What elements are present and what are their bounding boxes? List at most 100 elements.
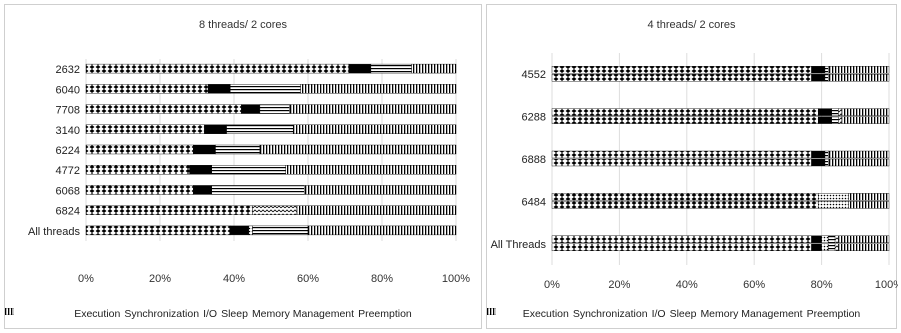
bar-segment-execution: [85, 124, 205, 134]
bar-segment-i-o: [248, 225, 253, 236]
legend-entry: Memory Management: [487, 308, 803, 320]
legend-label: Preemption: [806, 308, 861, 320]
bar-segment-execution: [551, 73, 812, 82]
bar-segment-synchronization: [193, 144, 216, 155]
y-tick-label: 6288: [522, 112, 546, 124]
bar-segment-preemption: [848, 193, 890, 201]
legend-entry: I/O: [487, 308, 666, 320]
bar-segment-execution: [85, 205, 253, 215]
chart-legend: Execution Synchronization I/O Sleep Memory M…: [5, 308, 481, 320]
y-tick-label: 2632: [56, 64, 80, 76]
bar-segment-preemption: [841, 116, 890, 124]
bar-segment-preemption: [848, 201, 890, 209]
bar-segment-preemption: [289, 104, 457, 114]
legend-label: Execution: [74, 308, 121, 320]
y-tick-label: 6040: [56, 84, 80, 96]
y-tick-label: 6888: [522, 154, 546, 166]
bar-segment-synchronization: [818, 108, 832, 116]
x-tick-label: 40%: [676, 279, 698, 291]
bar-segment-preemption: [841, 108, 890, 116]
legend-entry: Memory Management: [5, 308, 355, 320]
bar-segment-preemption: [293, 124, 457, 134]
chart-title: 8 threads/ 2 cores: [198, 19, 288, 31]
y-tick-label: 6484: [522, 196, 546, 208]
legend-entry: Sleep: [487, 308, 697, 320]
bar-segment-sleep: [211, 185, 305, 195]
bar-segment-sleep: [824, 150, 829, 159]
legend-label: Synchronization: [572, 308, 648, 320]
bar-segment-sleep: [828, 235, 836, 244]
y-tick-label: 6068: [56, 185, 80, 197]
legend-label: Memory Management: [700, 308, 803, 320]
chart-legend: Execution Synchronization I/O Sleep Memory M…: [487, 308, 896, 320]
bar-segment-preemption: [259, 144, 457, 155]
bar-segment-preemption: [838, 243, 890, 252]
legend-entry: Execution: [487, 308, 569, 320]
legend-entry: Synchronization: [5, 308, 200, 320]
bar-segment-memory-management: [834, 243, 839, 252]
legend-label: Memory Management: [251, 308, 355, 320]
bar-segment-sleep: [230, 84, 301, 94]
legend-label: Sleep: [221, 308, 248, 320]
bar-segment-sleep: [828, 243, 836, 252]
bar-segment-execution: [551, 193, 819, 201]
x-tick-label: 40%: [223, 273, 245, 285]
legend-entry: Preemption: [5, 308, 412, 320]
y-tick-label: 3140: [56, 125, 80, 137]
chart-title: 4 threads/ 2 cores: [647, 19, 736, 31]
legend-swatch: [5, 308, 14, 315]
x-tick-label: 80%: [371, 273, 393, 285]
chart-panel-8-threads: 8 threads/ 2 cores 0% 20% 40% 60% 80% 100% 263…: [4, 4, 482, 329]
y-tick-label: 6224: [56, 145, 80, 157]
x-tick-label: 0%: [78, 273, 94, 285]
bar-segment-sleep: [824, 158, 829, 167]
bar-segment-preemption: [838, 235, 890, 244]
legend-entry: I/O: [5, 308, 217, 320]
bar-segment-i-o: [821, 235, 829, 244]
legend-label: Sleep: [669, 308, 697, 320]
bar-segment-execution: [85, 225, 231, 236]
y-tick-label: All Threads: [491, 239, 547, 251]
y-tick-label: 7708: [56, 105, 80, 117]
bar-segment-execution: [551, 235, 812, 244]
bar-segment-sleep: [824, 73, 829, 82]
bar-segment-synchronization: [230, 225, 250, 236]
bar-segment-i-o: [818, 193, 849, 201]
bar-segment-synchronization: [207, 84, 231, 94]
bar-segment-preemption: [828, 150, 890, 159]
bar-segment-sleep: [215, 144, 261, 155]
x-tick-label: 0%: [544, 279, 560, 291]
bar-segment-preemption: [307, 225, 457, 236]
legend-entry: Sleep: [5, 308, 248, 320]
x-tick-label: 60%: [297, 273, 319, 285]
legend-label: Execution: [522, 308, 569, 320]
bar-segment-synchronization: [189, 165, 213, 175]
bar-segment-preemption: [304, 185, 457, 195]
bar-segment-execution: [85, 84, 209, 94]
legend-label: I/O: [651, 308, 666, 320]
bar-segment-synchronization: [811, 73, 826, 82]
legend-label: Synchronization: [124, 308, 200, 320]
legend-entry: Synchronization: [487, 308, 648, 320]
bar-segment-preemption: [285, 165, 457, 175]
bar-segment-preemption: [828, 66, 890, 74]
legend-swatch: [487, 308, 496, 315]
legend-entry: Execution: [5, 308, 121, 320]
bar-segment-synchronization: [204, 124, 227, 134]
bar-segment-preemption: [828, 158, 890, 167]
bar-segment-preemption: [300, 84, 457, 94]
bar-segment-sleep: [226, 124, 294, 134]
y-tick-label: 6824: [56, 206, 80, 218]
chart-plot-4-threads: 0% 20% 40% 60% 80% 100% 4552 6288 6888 6484 All Th…: [491, 53, 898, 291]
x-tick-label: 60%: [743, 279, 765, 291]
x-tick-label: 100%: [442, 273, 470, 285]
legend-label: Preemption: [358, 308, 412, 320]
legend-entry: Preemption: [487, 308, 861, 320]
bar-segment-execution: [551, 201, 819, 209]
bar-segment-synchronization: [348, 63, 372, 74]
x-tick-label: 80%: [811, 279, 833, 291]
bar-segment-sleep: [824, 66, 829, 74]
bar-segment-memory-management: [252, 205, 298, 215]
bar-segment-synchronization: [811, 158, 826, 167]
x-tick-label: 100%: [875, 279, 898, 291]
